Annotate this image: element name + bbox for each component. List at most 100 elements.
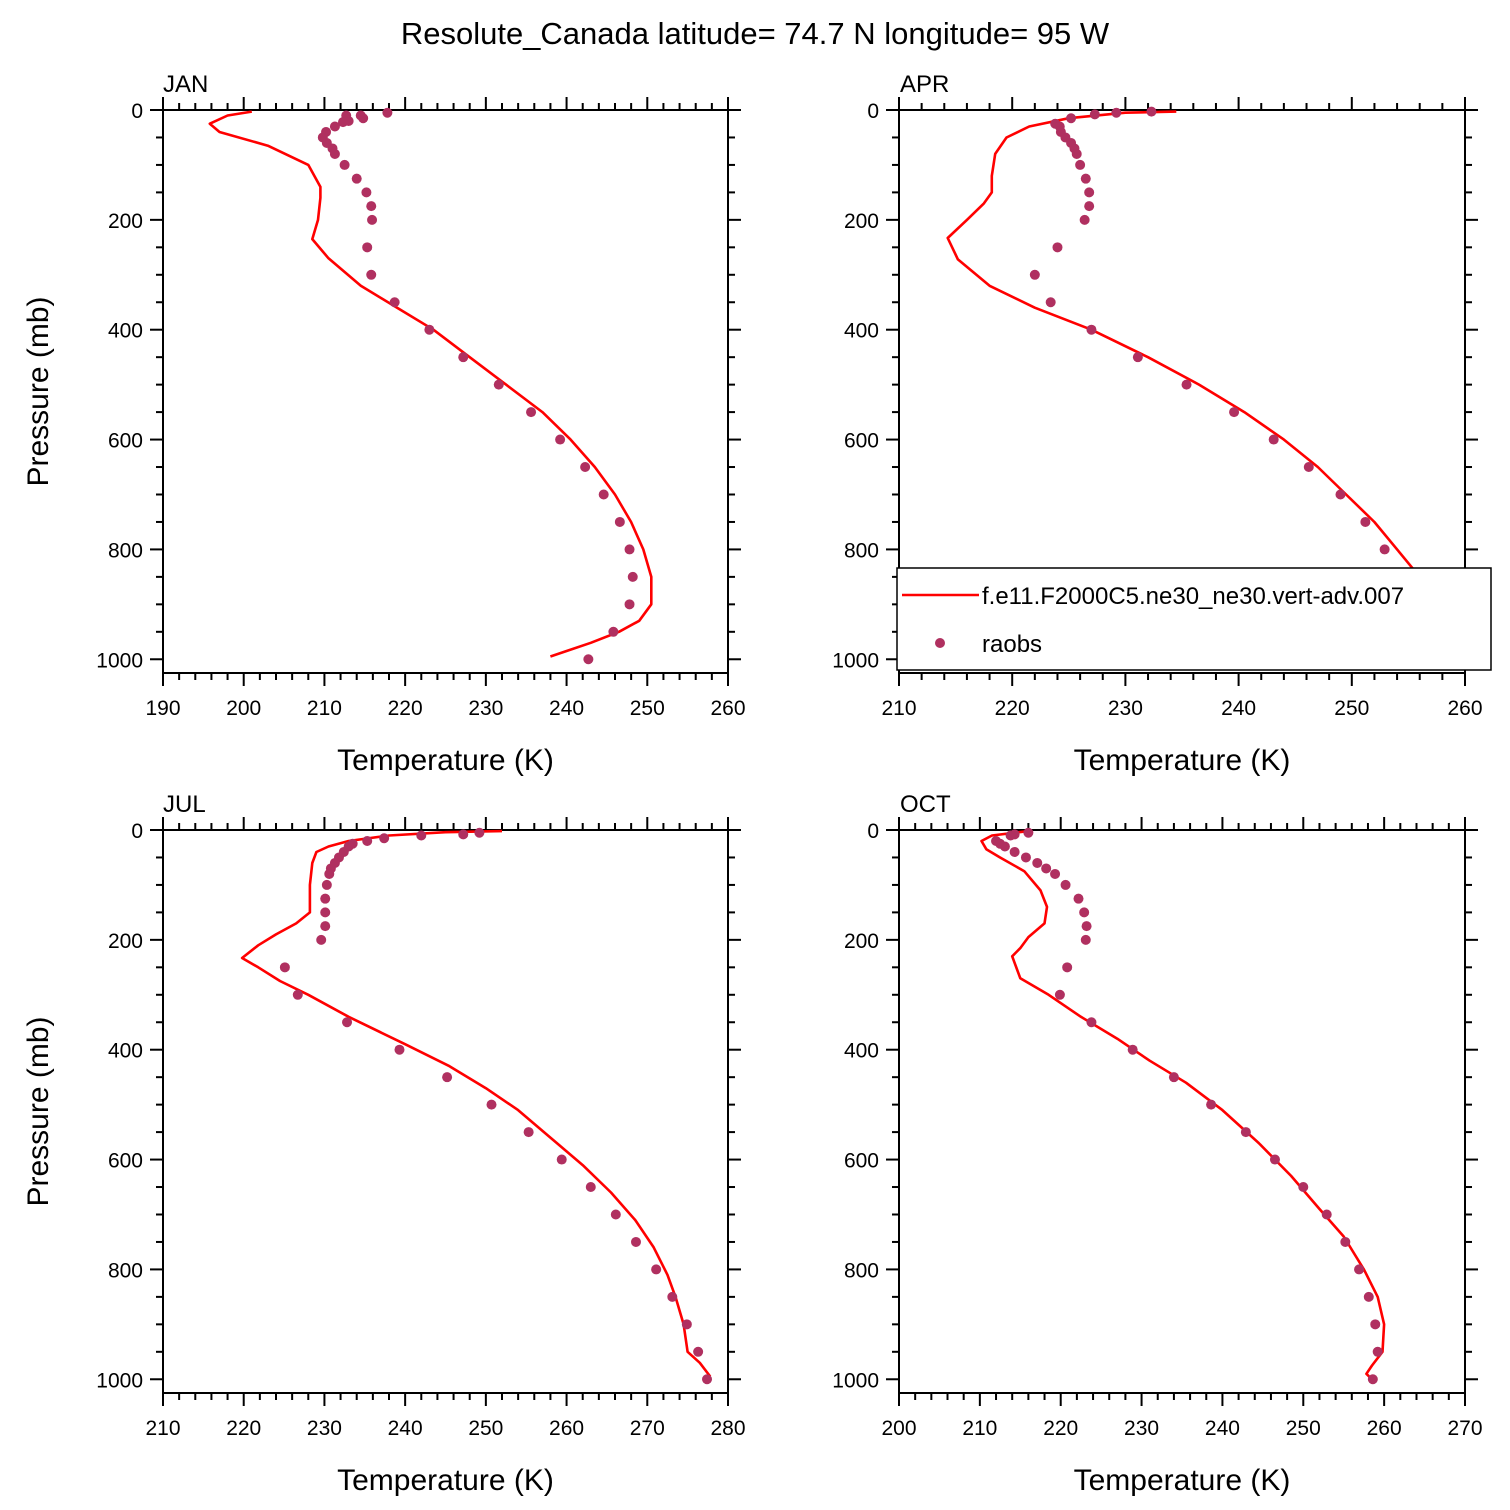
raobs-point (1269, 1154, 1280, 1165)
raobs-point (585, 1182, 596, 1193)
x-tick-label: 250 (468, 1417, 503, 1440)
x-tick-label: 200 (226, 697, 261, 720)
raobs-point (382, 107, 393, 118)
raobs-point (1060, 879, 1071, 890)
raobs-point (1340, 1236, 1351, 1247)
panel-jan: JAN 190 200 210 220 230 240 250 260 0 200 400 600 80… (22, 71, 746, 777)
raobs-point (1086, 324, 1097, 335)
x-axis-title: Temperature (K) (1074, 744, 1291, 777)
y-tick-label: 1000 (832, 1369, 879, 1392)
y-tick-label: 200 (844, 210, 879, 233)
figure-title: Resolute_Canada latitude= 74.7 N longitu… (401, 16, 1110, 51)
raobs-point (610, 1209, 621, 1220)
x-tick-label: 240 (1205, 1417, 1240, 1440)
y-tick-label: 800 (108, 539, 143, 562)
x-tick-label: 250 (1334, 697, 1369, 720)
y-tick-label: 600 (844, 1150, 879, 1173)
raobs-point (424, 324, 435, 335)
y-tick-label: 600 (844, 430, 879, 453)
raobs-point (366, 269, 377, 280)
raobs-point (1084, 187, 1095, 198)
raobs-point (1045, 297, 1056, 308)
raobs-point (339, 159, 350, 170)
y-tick-label: 0 (867, 820, 879, 843)
raobs-point (1089, 109, 1100, 120)
raobs-point (999, 841, 1010, 852)
model-profile-line (240, 829, 712, 1378)
raobs-point (1073, 893, 1084, 904)
x-axis-title: Temperature (K) (1074, 1464, 1291, 1497)
raobs-point (624, 599, 635, 610)
raobs-point (324, 868, 335, 879)
raobs-point (1229, 407, 1240, 418)
y-axis-title: Pressure (mb) (22, 1016, 55, 1206)
x-tick-label: 220 (388, 697, 423, 720)
raobs-point (329, 121, 340, 132)
raobs-point (630, 1236, 641, 1247)
raobs-point (329, 148, 340, 159)
x-tick-label: 220 (995, 697, 1030, 720)
raobs-point (320, 921, 331, 932)
raobs-point (367, 214, 378, 225)
raobs-point (556, 1154, 567, 1165)
raobs-point (624, 544, 635, 555)
raobs-point (379, 833, 390, 844)
y-tick-label: 1000 (96, 1369, 143, 1392)
raobs-point (1071, 148, 1082, 159)
x-tick-label: 190 (145, 697, 180, 720)
raobs-point (316, 934, 327, 945)
raobs-point (1111, 107, 1122, 118)
x-tick-label: 220 (226, 1417, 261, 1440)
raobs-point (526, 407, 537, 418)
legend-marker-swatch (935, 638, 945, 648)
y-tick-label: 1000 (96, 649, 143, 672)
plot-jan: 190 200 210 220 230 240 250 260 0 200 400 600 800 100… (22, 97, 746, 777)
y-tick-label: 400 (844, 1040, 879, 1063)
x-tick-label: 230 (468, 697, 503, 720)
raobs-point (1298, 1182, 1309, 1193)
raobs-point (1009, 846, 1020, 857)
raobs-point (583, 654, 594, 665)
raobs-point (598, 489, 609, 500)
raobs-point (1181, 379, 1192, 390)
plot-frame (162, 829, 729, 1394)
raobs-point (279, 962, 290, 973)
raobs-point (1080, 934, 1091, 945)
raobs-point (1146, 106, 1157, 117)
y-tick-label: 0 (131, 100, 143, 123)
raobs-point (351, 173, 362, 184)
x-tick-label: 240 (549, 697, 584, 720)
panel-oct: OCT 200 210 220 230 240 250 260 270 0 200 400 600 80… (832, 791, 1482, 1497)
raobs-point (486, 1099, 497, 1110)
raobs-point (1079, 907, 1090, 918)
raobs-point (358, 113, 369, 124)
y-tick-label: 800 (844, 1259, 879, 1282)
raobs-point (1360, 516, 1371, 527)
raobs-point (1132, 352, 1143, 363)
raobs-point (416, 830, 427, 841)
panel-apr: APR 210 220 230 240 250 260 0 200 400 600 800 1000 T… (832, 71, 1482, 777)
raobs-point (1062, 962, 1073, 973)
x-tick-label: 230 (1124, 1417, 1159, 1440)
y-tick-label: 600 (108, 1150, 143, 1173)
raobs-point (523, 1127, 534, 1138)
raobs-point (1084, 201, 1095, 212)
x-tick-label: 210 (307, 697, 342, 720)
panel-label: JAN (163, 71, 208, 98)
plot-frame (898, 109, 1466, 674)
plot-apr: 210 220 230 240 250 260 0 200 400 600 800 1000 Tempe… (832, 97, 1483, 777)
raobs-point (321, 879, 332, 890)
raobs-point (1321, 1209, 1332, 1220)
panel-label: JUL (163, 791, 206, 818)
x-tick-label: 210 (145, 1417, 180, 1440)
raobs-point (394, 1044, 405, 1055)
x-tick-label: 260 (549, 1417, 584, 1440)
raobs-point (458, 352, 469, 363)
raobs-point (292, 989, 303, 1000)
raobs-point (1081, 921, 1092, 932)
raobs-point (681, 1319, 692, 1330)
raobs-point (1029, 269, 1040, 280)
raobs-point (1367, 1374, 1378, 1385)
plot-oct: 200 210 220 230 240 250 260 270 0 200 400 600 800 100… (832, 817, 1483, 1497)
